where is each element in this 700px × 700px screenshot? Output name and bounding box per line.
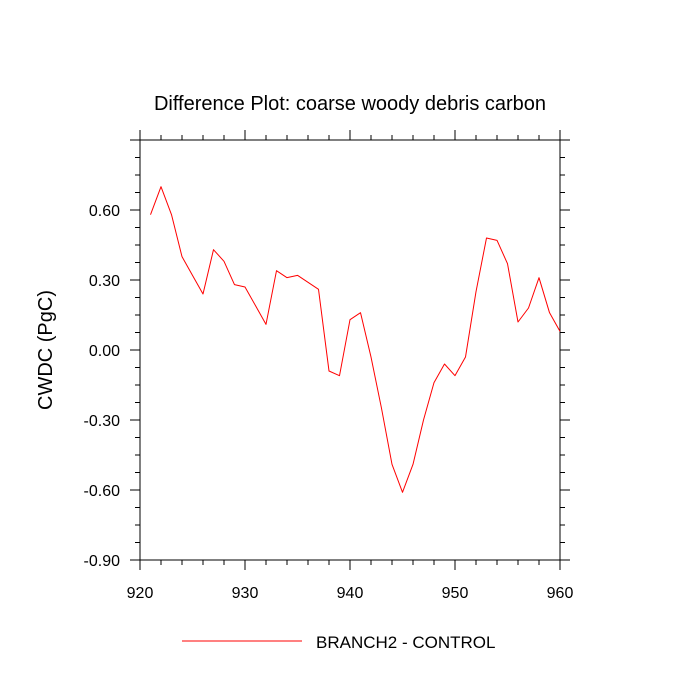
x-tick-label: 950 <box>442 585 469 602</box>
x-tick-label: 930 <box>232 585 259 602</box>
chart-title: Difference Plot: coarse woody debris car… <box>154 93 546 115</box>
x-tick-label: 920 <box>127 585 154 602</box>
axis-ticks <box>130 130 570 570</box>
axis-tick-labels: 920 930 940 950 960 -0.90 -0.60 -0.30 0.00 0.30 0.… <box>84 203 574 602</box>
x-tick-label: 960 <box>547 585 574 602</box>
y-axis-label: CWDC (PgC) <box>35 290 57 410</box>
y-tick-label: -0.60 <box>84 483 121 500</box>
plot-frame <box>139 139 561 561</box>
x-tick-label: 940 <box>337 585 364 602</box>
legend: BRANCH2 - CONTROL <box>182 633 495 652</box>
series-line <box>150 186 561 493</box>
y-tick-label: 0.30 <box>89 273 120 290</box>
y-tick-label: 0.60 <box>89 203 120 220</box>
y-tick-label: 0.00 <box>89 343 120 360</box>
y-tick-label: -0.30 <box>84 413 121 430</box>
legend-label: BRANCH2 - CONTROL <box>316 633 495 652</box>
y-tick-label: -0.90 <box>84 553 121 570</box>
data-series <box>150 186 561 493</box>
